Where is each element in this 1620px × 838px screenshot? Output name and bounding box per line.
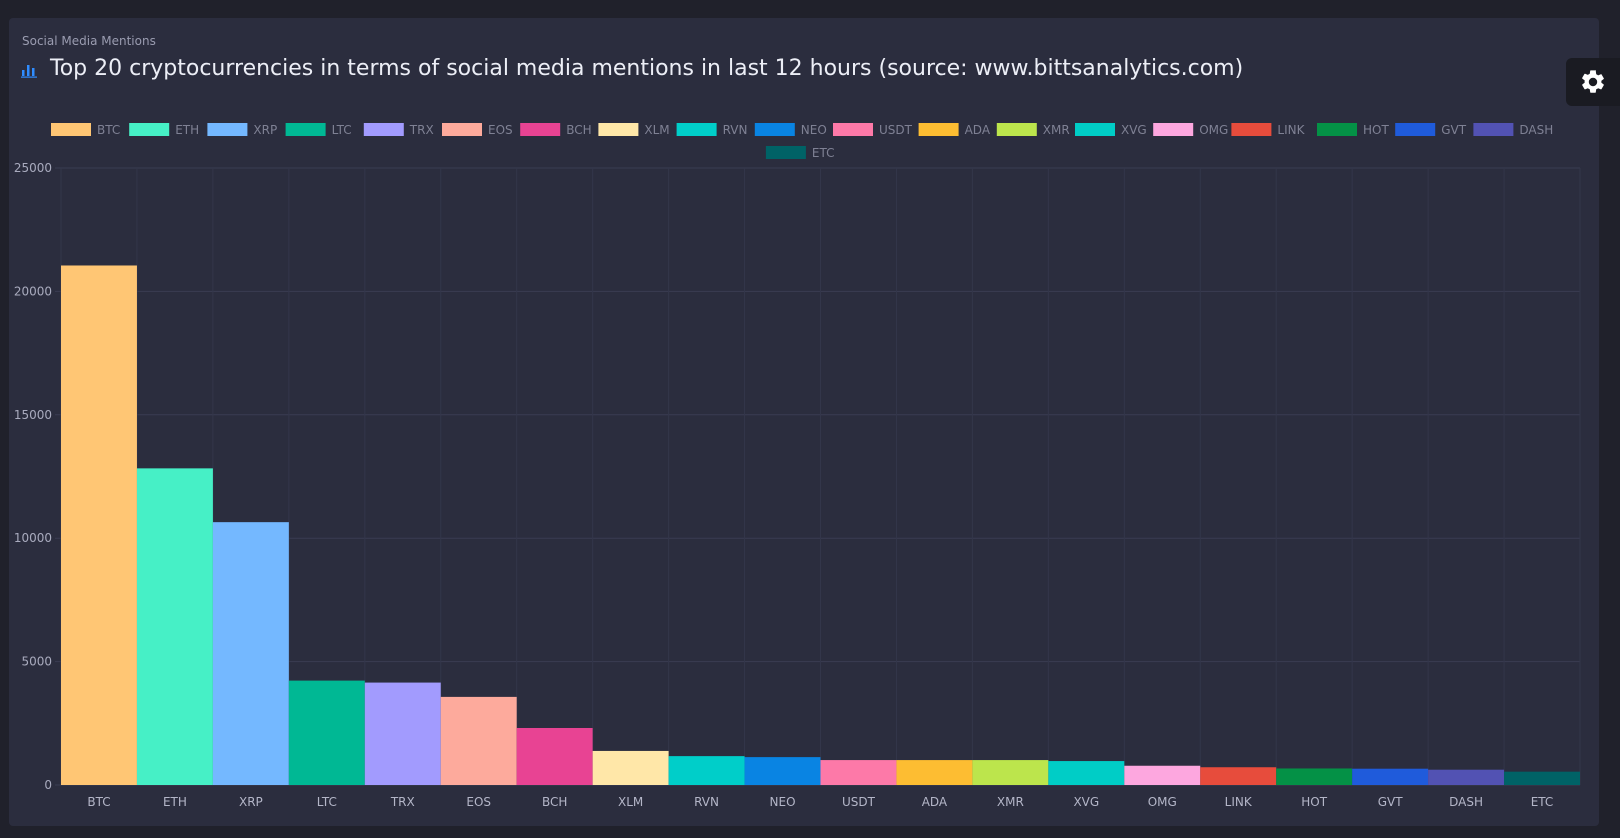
legend-label-xrp[interactable]: XRP — [253, 123, 277, 137]
legend-label-omg[interactable]: OMG — [1199, 123, 1228, 137]
legend-label-neo[interactable]: NEO — [801, 123, 827, 137]
bar-etc[interactable] — [1504, 771, 1580, 785]
bar-dash[interactable] — [1428, 769, 1505, 785]
bar-neo[interactable] — [744, 757, 821, 785]
x-tick-label: LTC — [317, 795, 337, 809]
bar-btc[interactable] — [61, 265, 137, 786]
legend-swatch-gvt[interactable] — [1395, 123, 1436, 136]
x-tick-label: XLM — [618, 795, 643, 809]
bar-usdt[interactable] — [820, 760, 897, 785]
legend-swatch-hot[interactable] — [1317, 123, 1357, 136]
legend-swatch-link[interactable] — [1231, 123, 1272, 136]
legend-swatch-trx[interactable] — [363, 123, 404, 136]
legend-label-rvn[interactable]: RVN — [723, 123, 748, 137]
legend-swatch-xrp[interactable] — [207, 123, 248, 136]
legend-swatch-omg[interactable] — [1153, 123, 1194, 136]
legend-swatch-xlm[interactable] — [598, 123, 639, 136]
bar-xvg[interactable] — [1048, 761, 1125, 785]
legend-swatch-neo[interactable] — [754, 123, 795, 136]
bar-eth[interactable] — [136, 468, 213, 785]
bar-chart-icon — [21, 64, 37, 78]
y-tick-label: 20000 — [14, 284, 52, 298]
bar-trx[interactable] — [364, 682, 441, 785]
chart-title: Top 20 cryptocurrencies in terms of soci… — [50, 56, 1244, 81]
gear-icon — [1582, 70, 1604, 93]
legend-swatch-eth[interactable] — [129, 123, 170, 136]
legend-swatch-ada[interactable] — [918, 123, 959, 136]
x-tick-label: ADA — [922, 795, 948, 809]
legend-label-etc[interactable]: ETC — [812, 146, 835, 160]
x-tick-label: OMG — [1148, 795, 1177, 809]
legend-label-xvg[interactable]: XVG — [1121, 123, 1147, 137]
card-label: Social Media Mentions — [22, 34, 156, 48]
x-tick-label: ETC — [1531, 795, 1554, 809]
legend-label-xlm[interactable]: XLM — [644, 123, 669, 137]
legend-swatch-xvg[interactable] — [1075, 123, 1115, 136]
bar-ltc[interactable] — [288, 680, 365, 785]
y-tick-label: 25000 — [14, 161, 52, 175]
legend-swatch-dash[interactable] — [1473, 123, 1514, 136]
legend-swatch-usdt[interactable] — [833, 123, 873, 136]
y-tick-label: 5000 — [21, 655, 52, 669]
legend-label-xmr[interactable]: XMR — [1043, 123, 1070, 137]
bar-ada[interactable] — [896, 760, 973, 785]
x-tick-label: USDT — [842, 795, 876, 809]
y-tick-label: 15000 — [14, 408, 52, 422]
bar-eos[interactable] — [440, 696, 517, 785]
x-tick-label: BTC — [87, 795, 110, 809]
x-tick-label: XMR — [997, 795, 1024, 809]
legend-label-link[interactable]: LINK — [1277, 123, 1305, 137]
legend-label-trx[interactable]: TRX — [409, 123, 434, 137]
legend-swatch-bch[interactable] — [520, 123, 561, 136]
chart-header: Top 20 cryptocurrencies in terms of soci… — [20, 56, 1243, 81]
legend-swatch-etc[interactable] — [765, 146, 806, 159]
x-tick-label: ETH — [163, 795, 187, 809]
x-tick-label: BCH — [542, 795, 567, 809]
legend-swatch-btc[interactable] — [51, 123, 91, 136]
legend-swatch-ltc[interactable] — [285, 123, 326, 136]
x-tick-label: LINK — [1225, 795, 1253, 809]
legend-label-gvt[interactable]: GVT — [1441, 123, 1467, 137]
x-tick-label: GVT — [1378, 795, 1404, 809]
bar-link[interactable] — [1200, 767, 1277, 785]
legend-label-usdt[interactable]: USDT — [879, 123, 913, 137]
legend-label-dash[interactable]: DASH — [1519, 123, 1553, 137]
bar-xmr[interactable] — [972, 760, 1049, 785]
x-tick-label: RVN — [694, 795, 719, 809]
x-tick-label: NEO — [770, 795, 796, 809]
x-tick-label: DASH — [1449, 795, 1483, 809]
legend-label-bch[interactable]: BCH — [566, 123, 591, 137]
legend-swatch-xmr[interactable] — [996, 123, 1037, 136]
bar-gvt[interactable] — [1352, 768, 1429, 785]
legend-label-eos[interactable]: EOS — [488, 123, 513, 137]
settings-button[interactable] — [1566, 58, 1620, 106]
legend-swatch-rvn[interactable] — [676, 123, 717, 136]
x-tick-label: HOT — [1301, 795, 1327, 809]
x-tick-label: XVG — [1073, 795, 1099, 809]
legend-label-hot[interactable]: HOT — [1363, 123, 1389, 137]
x-tick-label: XRP — [239, 795, 263, 809]
y-tick-label: 10000 — [14, 531, 52, 545]
legend-label-btc[interactable]: BTC — [97, 123, 120, 137]
x-tick-label: EOS — [466, 795, 491, 809]
bar-omg[interactable] — [1124, 765, 1201, 785]
bar-rvn[interactable] — [668, 756, 745, 785]
legend-swatch-eos[interactable] — [442, 123, 482, 136]
legend-label-ada[interactable]: ADA — [965, 123, 991, 137]
legend-label-ltc[interactable]: LTC — [332, 123, 352, 137]
legend-label-eth[interactable]: ETH — [175, 123, 199, 137]
x-tick-label: TRX — [390, 795, 415, 809]
y-tick-label: 0 — [44, 778, 52, 792]
bar-xrp[interactable] — [212, 522, 289, 785]
bar-bch[interactable] — [516, 727, 593, 785]
bar-hot[interactable] — [1276, 768, 1353, 785]
bar-xlm[interactable] — [592, 750, 669, 785]
